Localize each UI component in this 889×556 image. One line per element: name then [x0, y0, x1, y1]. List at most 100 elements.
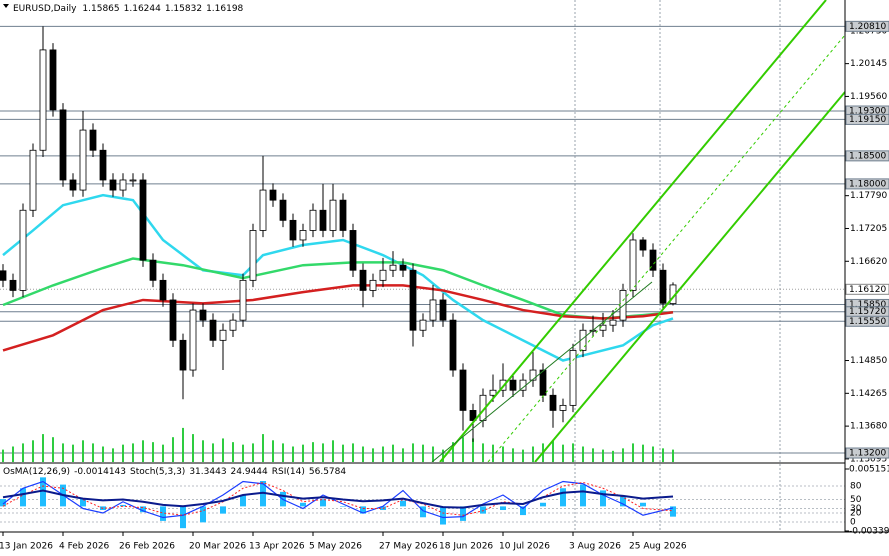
volume-bar: [492, 444, 494, 462]
osma-bar: [80, 499, 86, 507]
osma-bar: [220, 506, 226, 514]
price-panel: [0, 25, 845, 462]
candle-body: [349, 230, 357, 271]
volume-bar: [652, 446, 654, 462]
volume-bar: [522, 449, 524, 462]
candle-body: [109, 179, 117, 191]
osma-bar: [620, 495, 626, 507]
osma-bar: [20, 488, 26, 507]
volume-bar: [362, 446, 364, 462]
volume-bar: [512, 448, 514, 462]
y-tick-label: 20: [850, 509, 862, 519]
x-tick-label: 20 Mar 2026: [189, 542, 246, 552]
volume-bar: [572, 443, 574, 462]
candle-body: [309, 209, 317, 231]
level-label-box: [845, 113, 889, 125]
candle-body: [79, 129, 87, 191]
volume-bar: [152, 442, 154, 462]
candle-body: [419, 319, 427, 331]
y-tick-label: 50: [850, 495, 862, 505]
candle-body: [69, 179, 77, 191]
candle-body: [559, 404, 567, 411]
candle-body: [319, 209, 327, 231]
candle-body: [89, 129, 97, 151]
moving-average: [2, 284, 674, 352]
volume-bar: [402, 448, 404, 462]
candle-body: [489, 389, 497, 396]
stoch-signal-value: 24.9444: [231, 467, 268, 477]
channel-upper: [439, 0, 827, 462]
candle-body: [329, 199, 337, 231]
low-value: 1.15832: [165, 4, 202, 14]
candle-body: [529, 369, 537, 381]
candle-body: [269, 189, 277, 201]
indicator-panel: [0, 477, 845, 529]
x-tick-label: 5 May 2026: [309, 542, 362, 552]
candle-body: [389, 264, 397, 271]
price-label-box: [845, 283, 889, 295]
volume-bar: [472, 438, 474, 462]
candle-body: [459, 369, 467, 411]
candle-body: [39, 49, 47, 151]
candle-body: [659, 269, 667, 304]
volume-bar: [672, 449, 674, 462]
osma-bar: [440, 506, 446, 525]
volume-bar: [582, 446, 584, 462]
candle-body: [149, 259, 157, 281]
rsi-name: RSI(14): [272, 467, 305, 477]
candle-body: [399, 264, 407, 271]
candle-body: [369, 279, 377, 291]
osma-bar: [640, 502, 646, 507]
indicator-line: [2, 489, 674, 509]
level-label: 1.13200: [849, 449, 886, 459]
osma-bar: [300, 502, 306, 507]
candle-body: [629, 239, 637, 291]
candle-body: [439, 299, 447, 321]
channel: [431, 0, 845, 462]
volume-bar: [2, 449, 4, 462]
osma-bar: [540, 502, 546, 507]
close-value: 1.16198: [206, 4, 243, 14]
volume-bar: [52, 437, 54, 462]
volume-bar: [192, 434, 194, 462]
indicator-header: OsMA(12,26,9) -0.0014143 Stoch(5,3,3) 31.34…: [3, 467, 346, 477]
open-value: 1.15865: [82, 4, 119, 14]
price-label: 1.16120: [849, 285, 886, 295]
volume-bar: [482, 443, 484, 462]
volume-bar: [22, 443, 24, 462]
osma-bar: [400, 500, 406, 507]
level-label: 1.18500: [849, 151, 886, 161]
candle-body: [189, 309, 197, 371]
volume-bar: [62, 443, 64, 462]
level-label-box: [845, 178, 889, 190]
y2-tick-label: -0.00339: [849, 526, 889, 536]
candle-body: [449, 319, 457, 371]
osma-bar: [460, 506, 466, 521]
candle-body: [339, 199, 347, 231]
volume-bar: [502, 446, 504, 462]
candle-body: [289, 219, 297, 241]
volume-bar: [562, 444, 564, 462]
level-label: 1.19150: [849, 115, 886, 125]
osma-bar: [560, 488, 566, 507]
candle-body: [129, 179, 137, 182]
volume-bar: [462, 437, 464, 462]
candle-body: [249, 230, 257, 281]
candle-body: [469, 410, 477, 421]
menu-icon[interactable]: [3, 4, 9, 8]
osma-bar: [160, 506, 166, 521]
volume-bar: [142, 440, 144, 462]
high-value: 1.16244: [124, 4, 161, 14]
volume-bar: [202, 440, 204, 462]
y-tick-label: 1.17790: [850, 191, 887, 201]
volume-bar: [242, 444, 244, 462]
volume-bar: [602, 449, 604, 462]
indicator-line: [2, 481, 674, 516]
volume-bar: [92, 443, 94, 462]
osma-bar: [340, 506, 346, 507]
y-tick-label: 30: [850, 504, 862, 514]
candle-body: [9, 279, 17, 291]
volume-bar: [82, 440, 84, 462]
volume-bar: [292, 446, 294, 462]
